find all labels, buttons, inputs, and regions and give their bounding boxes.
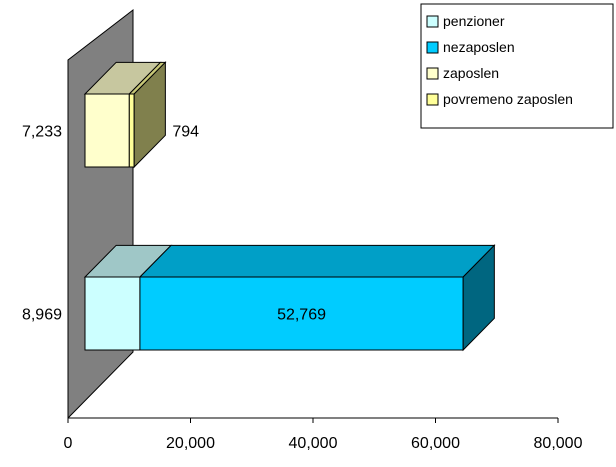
x-tick-label: 40,000 — [289, 435, 338, 452]
x-tick-label: 0 — [64, 435, 73, 452]
bar-zaposlen — [84, 93, 130, 168]
bar-povremeno-zaposlen — [128, 93, 135, 168]
legend-label: nezaposlen — [443, 39, 515, 55]
data-label-povremeno-zaposlen: 794 — [172, 124, 199, 141]
bar-nezaposlen-top — [138, 244, 496, 278]
data-label-nezaposlen: 52,769 — [277, 307, 326, 324]
legend-swatch — [426, 41, 439, 54]
bar-nezaposlen — [139, 276, 464, 351]
legend-label: povremeno zaposlen — [443, 91, 573, 107]
x-tick-label: 60,000 — [411, 435, 460, 452]
data-label-zaposlen: 7,233 — [22, 124, 62, 141]
legend-label: zaposlen — [443, 65, 499, 81]
legend-label: penzioner — [443, 13, 505, 29]
bar-nezaposlen-side — [462, 244, 495, 352]
bar-povremeno-zaposlen-side — [133, 61, 166, 169]
x-tick-label: 80,000 — [534, 435, 583, 452]
legend-swatch — [426, 67, 439, 80]
x-tick-label: 20,000 — [166, 435, 215, 452]
legend-swatch — [426, 93, 439, 106]
legend-swatch — [426, 15, 439, 28]
bar-penzioner — [84, 276, 141, 351]
data-label-penzioner: 8,969 — [22, 307, 62, 324]
legend-box — [420, 3, 614, 129]
